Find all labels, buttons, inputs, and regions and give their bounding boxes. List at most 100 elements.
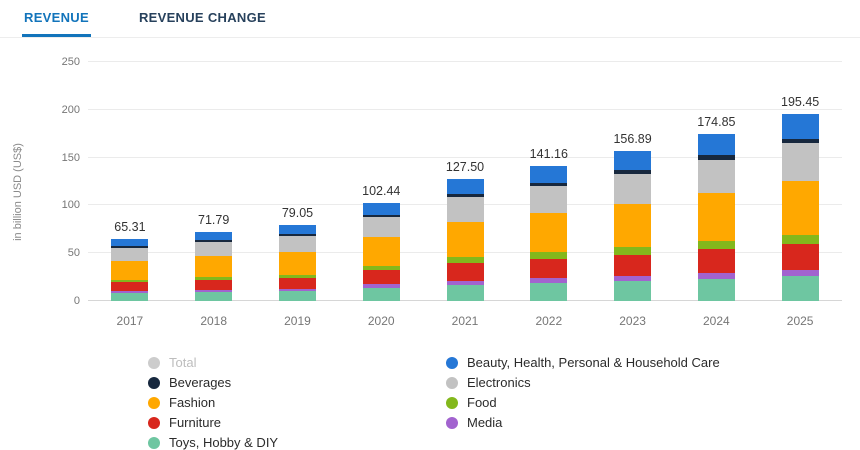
x-axis-label: 2019	[284, 314, 311, 328]
bar-segment[interactable]	[446, 197, 484, 222]
bar-segment[interactable]	[530, 278, 568, 283]
bar-segment[interactable]	[781, 114, 819, 139]
bar-segment[interactable]	[530, 282, 568, 301]
legend-marker-icon	[446, 396, 458, 409]
legend-item-electronics[interactable]: Electronics	[446, 375, 720, 390]
bar-segment[interactable]	[614, 170, 652, 174]
legend-item-fashion[interactable]: Fashion	[148, 395, 446, 410]
bar-segment[interactable]	[362, 265, 400, 271]
bar-segment[interactable]	[195, 292, 233, 301]
bar-segment[interactable]	[111, 247, 149, 261]
bar-segment[interactable]	[530, 213, 568, 253]
bar-segment[interactable]	[195, 242, 233, 257]
bar-segment[interactable]	[614, 254, 652, 277]
bar-segment[interactable]	[362, 217, 400, 238]
bar-segment[interactable]	[781, 276, 819, 301]
stacked-bar-2021[interactable]: 127.50	[446, 160, 484, 301]
bar-segment[interactable]	[362, 284, 400, 288]
bar-segment[interactable]	[781, 180, 819, 235]
bar-segment[interactable]	[614, 247, 652, 255]
bar-segment[interactable]	[362, 237, 400, 266]
bar-segment[interactable]	[278, 225, 316, 235]
bar-segment[interactable]	[111, 293, 149, 301]
y-axis-title: in billion USD (US$)	[12, 143, 24, 241]
bar-segment[interactable]	[697, 241, 735, 250]
legend-marker-icon	[148, 376, 160, 389]
bar-segment[interactable]	[614, 280, 652, 301]
legend-item-media[interactable]: Media	[446, 415, 720, 430]
bar-segment[interactable]	[195, 256, 233, 278]
bar-segment[interactable]	[530, 252, 568, 259]
bar-segment[interactable]	[614, 203, 652, 248]
bar-segment[interactable]	[362, 214, 400, 218]
bar-segment[interactable]	[697, 155, 735, 160]
bar-segment[interactable]	[697, 193, 735, 242]
bar-segment[interactable]	[278, 274, 316, 279]
tab-revenue-change[interactable]: REVENUE CHANGE	[138, 10, 266, 25]
gridline-150	[88, 156, 842, 158]
bar-segment[interactable]	[111, 238, 149, 247]
bar-segment[interactable]	[781, 138, 819, 144]
bar-segment[interactable]	[278, 251, 316, 275]
bar-segment[interactable]	[195, 232, 233, 241]
legend-item-beverages[interactable]: Beverages	[148, 375, 446, 390]
stacked-bar-2019[interactable]: 79.05	[278, 206, 316, 301]
bar-segment[interactable]	[111, 282, 149, 291]
stacked-bar-2017[interactable]: 65.31	[111, 220, 149, 301]
bar-segment[interactable]	[111, 280, 149, 283]
bar-segment[interactable]	[781, 234, 819, 244]
bar-segment[interactable]	[697, 278, 735, 301]
stacked-bar-2024[interactable]: 174.85	[697, 115, 735, 301]
legend-item-food[interactable]: Food	[446, 395, 720, 410]
bar-group-2020: 102.44 2020	[339, 62, 423, 328]
legend-marker-icon	[148, 436, 160, 449]
bar-segment[interactable]	[530, 258, 568, 279]
tab-revenue[interactable]: REVENUE	[22, 4, 91, 37]
stacked-bar-2023[interactable]: 156.89	[613, 132, 652, 301]
stacked-bar-2025[interactable]: 195.45	[781, 95, 819, 301]
bar-segment[interactable]	[278, 288, 316, 292]
bar-segment[interactable]	[781, 143, 819, 181]
bar-segment[interactable]	[278, 291, 316, 301]
bar-segment[interactable]	[530, 185, 568, 214]
bar-segment[interactable]	[530, 166, 568, 183]
legend-item-toys-hobby-diy[interactable]: Toys, Hobby & DIY	[148, 435, 446, 450]
bar-segment[interactable]	[781, 243, 819, 271]
bar-segment[interactable]	[362, 270, 400, 285]
bar-segment[interactable]	[697, 159, 735, 194]
stacked-bar-2022[interactable]: 141.16	[530, 147, 568, 301]
bar-segment[interactable]	[446, 193, 484, 198]
bar-segment[interactable]	[614, 276, 652, 281]
bar-segment[interactable]	[362, 287, 400, 301]
bar-segment[interactable]	[446, 257, 484, 263]
y-tick-label: 250	[61, 56, 80, 68]
bar-segment[interactable]	[697, 249, 735, 274]
bar-segment[interactable]	[446, 221, 484, 258]
legend-item-total[interactable]: Total	[148, 355, 446, 370]
bar-segment[interactable]	[111, 290, 149, 294]
bar-segment[interactable]	[111, 260, 149, 281]
bar-segment[interactable]	[111, 246, 149, 248]
bar-segment[interactable]	[278, 278, 316, 289]
bar-segment[interactable]	[195, 289, 233, 293]
bar-segment[interactable]	[278, 234, 316, 237]
bar-segment[interactable]	[195, 277, 233, 281]
stacked-bar-2018[interactable]: 71.79	[195, 213, 233, 301]
bar-segment[interactable]	[614, 173, 652, 204]
stacked-bar-2020[interactable]: 102.44	[362, 184, 400, 301]
bar-segment[interactable]	[446, 284, 484, 301]
bar-segment[interactable]	[697, 133, 735, 156]
bar-segment[interactable]	[446, 179, 484, 194]
bar-segment[interactable]	[195, 280, 233, 290]
bar-segment[interactable]	[614, 151, 652, 171]
bar-segment[interactable]	[446, 262, 484, 281]
legend-item-furniture[interactable]: Furniture	[148, 415, 446, 430]
bar-segment[interactable]	[195, 240, 233, 243]
bar-segment[interactable]	[530, 182, 568, 186]
legend-item-beauty-health-personal-household-care[interactable]: Beauty, Health, Personal & Household Car…	[446, 355, 720, 370]
bar-segment[interactable]	[278, 236, 316, 252]
bar-segment[interactable]	[446, 280, 484, 285]
bar-segment[interactable]	[697, 273, 735, 279]
bar-segment[interactable]	[362, 203, 400, 215]
bar-segment[interactable]	[781, 270, 819, 277]
